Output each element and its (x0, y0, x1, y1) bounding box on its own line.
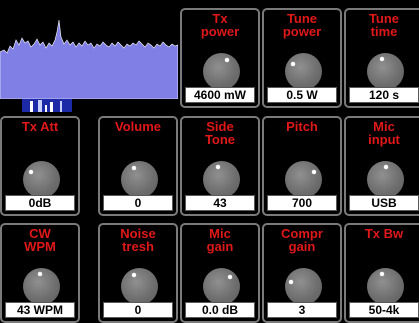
knob-dial[interactable] (23, 268, 60, 305)
control-tile-compr-gain[interactable]: Compr gain 3 (262, 223, 342, 323)
knob-dial[interactable] (23, 161, 60, 198)
knob-indicator-dot (28, 169, 33, 174)
control-value: 3 (267, 302, 337, 318)
control-label: Tx power (200, 11, 240, 39)
control-value: 43 WPM (5, 302, 75, 318)
control-tile-tune-time[interactable]: Tune time 120 s (344, 8, 419, 108)
control-label: Tune power (282, 11, 322, 39)
knob-indicator-dot (227, 274, 232, 279)
knob-indicator-dot (131, 165, 136, 170)
control-value: 0 (103, 195, 173, 211)
control-label: Noise tresh (120, 226, 156, 254)
knob-dial[interactable] (367, 161, 404, 198)
knob-indicator-dot (131, 272, 136, 277)
control-tile-mic-input[interactable]: Mic input USB (344, 116, 419, 216)
control-tile-tx-att[interactable]: Tx Att 0dB (0, 116, 80, 216)
control-value: 120 s (349, 87, 419, 103)
control-tile-tune-power[interactable]: Tune power 0.5 W (262, 8, 342, 108)
control-label: CW WPM (24, 226, 56, 254)
control-tile-noise-tresh[interactable]: Noise tresh 0 (98, 223, 178, 323)
knob-dial[interactable] (203, 161, 240, 198)
control-tile-tx-bw[interactable]: Tx Bw 50-4k (344, 223, 419, 323)
control-value: 43 (185, 195, 255, 211)
control-value: 4600 mW (185, 87, 255, 103)
control-tile-cw-wpm[interactable]: CW WPM 43 WPM (0, 223, 80, 323)
control-label: Side Tone (204, 119, 236, 147)
control-label: Tune time (368, 11, 400, 39)
knob-indicator-dot (383, 164, 388, 169)
knob-indicator-dot (289, 279, 294, 284)
control-tile-tx-power[interactable]: Tx power 4600 mW (180, 8, 260, 108)
spectrum-trace (0, 19, 178, 100)
knob-dial[interactable] (367, 53, 404, 90)
control-label: Tx Bw (364, 226, 404, 241)
knob-dial[interactable] (285, 53, 322, 90)
control-value: 0.0 dB (185, 302, 255, 318)
control-value: USB (349, 195, 419, 211)
knob-dial[interactable] (285, 268, 322, 305)
knob-dial[interactable] (203, 53, 240, 90)
control-value: 0dB (5, 195, 75, 211)
knob-indicator-dot (380, 271, 385, 276)
control-label: Tx Att (21, 119, 59, 134)
control-tile-pitch[interactable]: Pitch 700 (262, 116, 342, 216)
control-value: 0.5 W (267, 87, 337, 103)
control-label: Mic gain (206, 226, 234, 254)
spectrum-waterfall-display[interactable] (0, 0, 178, 112)
knob-indicator-dot (216, 164, 221, 169)
knob-dial[interactable] (203, 268, 240, 305)
knob-indicator-dot (312, 169, 317, 174)
control-value: 700 (267, 195, 337, 211)
knob-indicator-dot (290, 61, 295, 66)
knob-dial[interactable] (367, 268, 404, 305)
knob-indicator-dot (225, 57, 230, 62)
control-value: 50-4k (349, 302, 419, 318)
knob-indicator-dot (380, 56, 385, 61)
knob-dial[interactable] (121, 268, 158, 305)
knob-dial[interactable] (121, 161, 158, 198)
control-tile-volume[interactable]: Volume 0 (98, 116, 178, 216)
control-label: Compr gain (281, 226, 323, 254)
control-value: 0 (103, 302, 173, 318)
control-label: Pitch (286, 119, 318, 134)
spectrum-graph (0, 0, 178, 112)
knob-indicator-dot (38, 271, 43, 276)
control-label: Volume (115, 119, 161, 134)
control-tile-side-tone[interactable]: Side Tone 43 (180, 116, 260, 216)
control-tile-mic-gain[interactable]: Mic gain 0.0 dB (180, 223, 260, 323)
control-label: Mic input (368, 119, 400, 147)
knob-dial[interactable] (285, 161, 322, 198)
